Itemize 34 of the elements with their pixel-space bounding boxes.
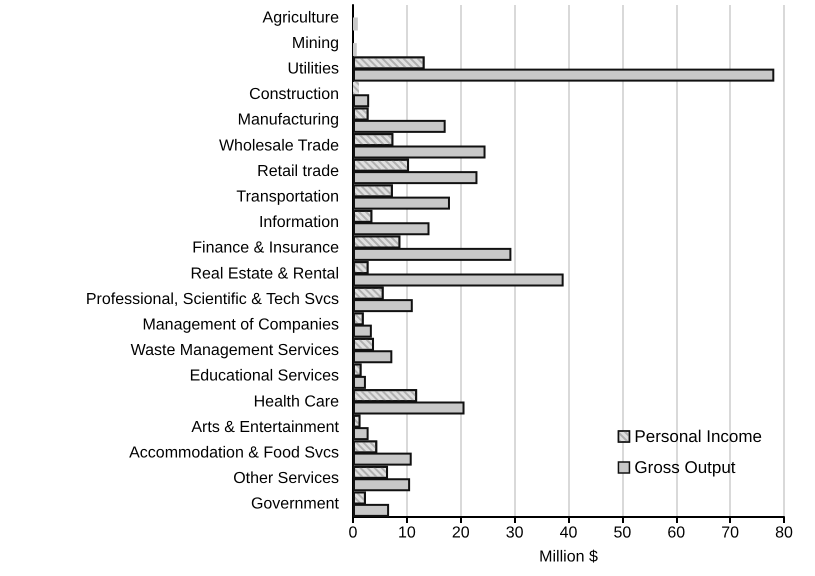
y-tick-label: Agriculture bbox=[262, 9, 340, 26]
x-tick-label: 40 bbox=[560, 524, 578, 542]
y-tick-label: Arts & Entertainment bbox=[191, 418, 340, 436]
x-tick-label: 80 bbox=[775, 524, 793, 542]
legend-label: Gross Output bbox=[634, 458, 736, 477]
x-axis-title: Million $ bbox=[539, 548, 598, 566]
x-tick-label: 60 bbox=[667, 524, 686, 542]
y-tick-label: Educational Services bbox=[190, 368, 339, 385]
y-tick-label: Accommodation & Food Svcs bbox=[129, 444, 339, 462]
y-tick-label: Health Care bbox=[254, 393, 340, 410]
y-tick-label: Professional, Scientific & Tech Svcs bbox=[86, 290, 339, 308]
x-tick-label: 70 bbox=[721, 524, 740, 542]
bar bbox=[353, 43, 357, 56]
y-tick-label: Finance & Insurance bbox=[192, 240, 340, 257]
y-tick-label: Manufacturing bbox=[238, 112, 339, 129]
x-tick-label: 50 bbox=[613, 524, 632, 542]
y-tick-label: Waste Management Services bbox=[130, 342, 339, 360]
bar bbox=[353, 17, 358, 30]
x-tick-label: 20 bbox=[452, 524, 470, 542]
x-tick-label: 0 bbox=[348, 524, 358, 542]
y-tick-label: Mining bbox=[292, 34, 339, 52]
y-tick-label: Information bbox=[258, 214, 339, 232]
y-tick-label: Construction bbox=[249, 86, 339, 104]
y-tick-label: Retail trade bbox=[257, 162, 340, 180]
y-tick-label: Transportation bbox=[236, 188, 339, 206]
y-tick-label: Other Services bbox=[233, 470, 339, 488]
y-tick-label: Wholesale Trade bbox=[218, 137, 340, 154]
x-tick-label: 30 bbox=[506, 524, 524, 542]
y-tick-label: Management of Companies bbox=[142, 316, 339, 334]
y-tick-label: Government bbox=[250, 496, 340, 513]
legend-label: Personal Income bbox=[634, 427, 762, 446]
y-tick-label: Utilities bbox=[287, 60, 339, 78]
y-tick-label: Real Estate & Rental bbox=[190, 265, 339, 282]
x-tick-label: 10 bbox=[398, 524, 416, 542]
